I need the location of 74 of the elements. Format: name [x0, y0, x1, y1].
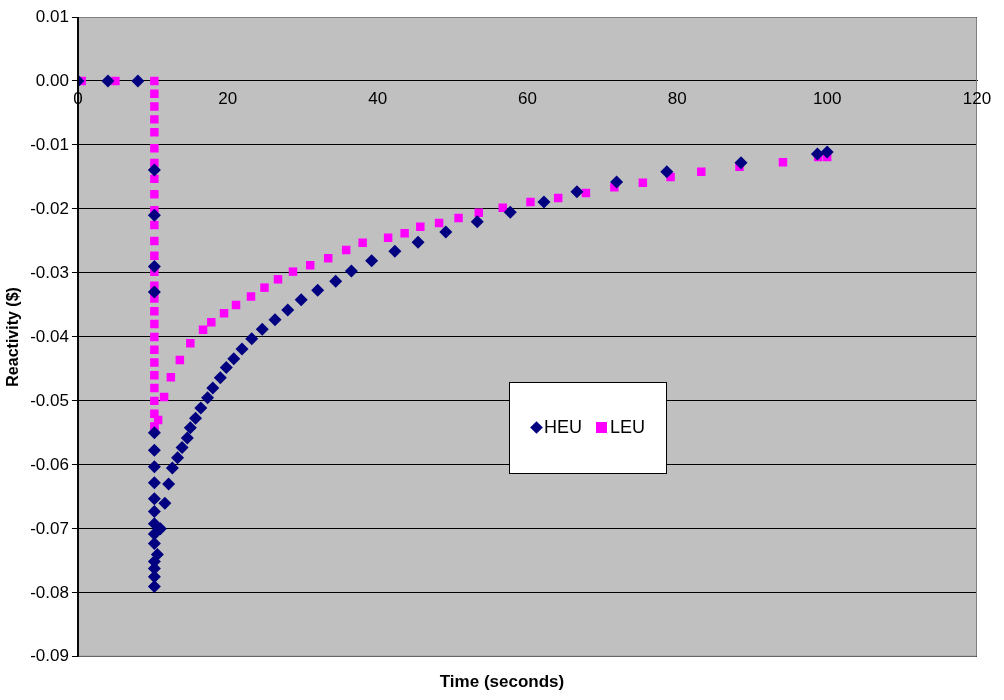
point [660, 165, 674, 179]
y-tick-label: -0.09 [30, 646, 69, 666]
point [158, 496, 172, 510]
legend-label: HEU [543, 417, 582, 439]
point [235, 342, 249, 356]
point [219, 361, 233, 375]
point [255, 322, 269, 336]
point [245, 332, 259, 346]
point [147, 426, 161, 440]
point [147, 570, 161, 584]
point [147, 208, 161, 222]
point [175, 441, 189, 455]
point [147, 443, 161, 457]
point [610, 175, 624, 189]
y-tick-label: -0.05 [30, 390, 69, 410]
y-tick-label: -0.07 [30, 518, 69, 538]
x-tick-label: 120 [962, 89, 992, 109]
point [147, 285, 161, 299]
point [189, 411, 203, 425]
point [153, 522, 167, 536]
point [365, 254, 379, 268]
point [281, 303, 295, 317]
point [227, 352, 241, 366]
point [147, 579, 161, 593]
y-tick-label: 0.01 [35, 6, 69, 26]
point [439, 225, 453, 239]
point [147, 476, 161, 490]
point [329, 274, 343, 288]
point [820, 145, 834, 159]
y-axis-title: Reactivity ($) [4, 287, 22, 387]
point [388, 244, 402, 258]
point [147, 163, 161, 177]
point [131, 74, 145, 88]
point [268, 313, 282, 327]
legend-label: LEU [609, 417, 645, 439]
x-tick-label: 40 [368, 89, 388, 109]
y-tick-label: -0.01 [30, 134, 69, 154]
point [470, 215, 484, 229]
point [171, 451, 185, 465]
y-tick-label: 0.00 [35, 70, 69, 90]
point [344, 264, 358, 278]
y-tick-label: -0.03 [30, 262, 69, 282]
point [503, 205, 517, 219]
y-tick-label: -0.02 [30, 198, 69, 218]
x-axis-title: Time (seconds) [438, 672, 566, 692]
point [165, 461, 179, 475]
point [180, 431, 194, 445]
point [147, 460, 161, 474]
x-tick-label: 80 [667, 89, 687, 109]
point [194, 401, 208, 415]
point [570, 185, 584, 199]
point [213, 371, 227, 385]
point [810, 147, 824, 161]
y-tick-label: -0.06 [30, 454, 69, 474]
y-tick-label: -0.08 [30, 582, 69, 602]
point [734, 156, 748, 170]
point [311, 283, 325, 297]
x-tick-label: 20 [218, 89, 238, 109]
point [147, 492, 161, 506]
point [411, 235, 425, 249]
y-tick-label: -0.04 [30, 326, 69, 346]
x-tick-label: 60 [518, 89, 537, 109]
point [147, 505, 161, 519]
point [150, 547, 164, 561]
point [183, 421, 197, 435]
point [201, 391, 215, 405]
point [206, 381, 220, 395]
point [147, 537, 161, 551]
x-tick-label: 100 [812, 89, 842, 109]
point [162, 477, 176, 491]
point [537, 195, 551, 209]
point [294, 293, 308, 307]
point [147, 260, 161, 274]
point [101, 74, 115, 88]
